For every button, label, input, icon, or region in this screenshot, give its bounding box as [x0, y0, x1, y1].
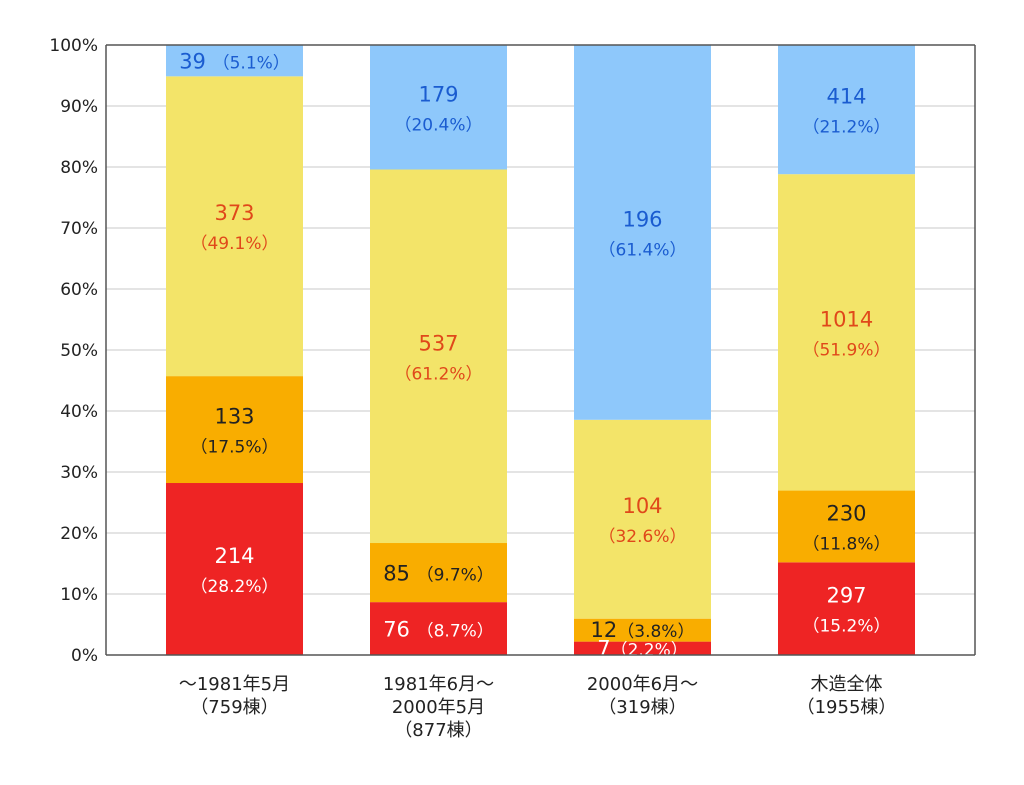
- segment-percent: （49.1%）: [190, 234, 278, 254]
- segment-value: 414: [826, 85, 866, 109]
- segment-value: 39: [179, 50, 212, 74]
- y-tick-label: 30%: [60, 463, 98, 483]
- y-tick-label: 10%: [60, 585, 98, 605]
- segment-label: 76 （8.7%）: [383, 618, 494, 642]
- bar-segment: [574, 641, 711, 655]
- bar-segment: [370, 169, 507, 544]
- y-tick-label: 60%: [60, 280, 98, 300]
- x-category-label: ～1981年5月: [179, 674, 290, 695]
- segment-value: 230: [826, 501, 866, 525]
- segment-value: 1014: [820, 307, 873, 331]
- segment-value: 12: [591, 618, 618, 642]
- bar-segment: [166, 45, 303, 77]
- bar-segment: [778, 174, 915, 491]
- segment-percent: （15.2%）: [802, 617, 890, 637]
- segment-percent: （17.5%）: [190, 438, 278, 458]
- segment-percent: （51.9%）: [802, 340, 890, 360]
- bars: [166, 45, 915, 655]
- segment-value: 297: [826, 584, 866, 608]
- segment-percent: （28.2%）: [190, 577, 278, 597]
- x-category-label: （759棟）: [190, 697, 278, 718]
- x-category-label: （1955棟）: [797, 697, 897, 718]
- x-axis-categories: ～1981年5月（759棟） 1981年6月～2000年5月（877棟） 2000年…: [179, 674, 897, 741]
- segment-label: 85 （9.7%）: [383, 562, 494, 586]
- segment-percent: （9.7%）: [417, 566, 494, 586]
- x-category-label: 木造全体: [811, 674, 883, 695]
- y-axis-ticks: 0% 10% 20% 30% 40% 50% 60% 70% 80% 90% 100%: [49, 36, 98, 666]
- bar-segment: [370, 45, 507, 170]
- bar-segment: [574, 618, 711, 642]
- bar-segment: [370, 543, 507, 603]
- segment-percent: （5.1%）: [213, 54, 290, 74]
- bar-segment: [574, 45, 711, 420]
- x-category-label: （319棟）: [598, 697, 686, 718]
- x-category-label: （877棟）: [394, 720, 482, 741]
- segment-percent: （11.8%）: [802, 534, 890, 554]
- segment-value: 104: [622, 494, 662, 518]
- x-category-label: 2000年6月～: [587, 674, 698, 695]
- y-tick-label: 0%: [71, 646, 98, 666]
- y-tick-label: 80%: [60, 158, 98, 178]
- segment-value: 179: [418, 82, 458, 106]
- segment-value: 76: [383, 618, 416, 642]
- bar-segment: [166, 376, 303, 484]
- segment-value: 214: [214, 544, 254, 568]
- y-tick-label: 50%: [60, 341, 98, 361]
- segment-percent: （3.8%）: [617, 622, 694, 642]
- bar-segment: [778, 45, 915, 175]
- y-tick-label: 70%: [60, 219, 98, 239]
- axes: [105, 44, 976, 656]
- segment-value: 537: [418, 331, 458, 355]
- bar-segment: [370, 602, 507, 655]
- segment-value: 373: [214, 201, 254, 225]
- segment-percent: （61.2%）: [394, 364, 482, 384]
- y-tick-label: 20%: [60, 524, 98, 544]
- segment-percent: （2.2%）: [611, 640, 688, 660]
- bar-segment: [574, 419, 711, 619]
- y-tick-label: 40%: [60, 402, 98, 422]
- segment-label: 39 （5.1%）: [179, 50, 290, 74]
- bar-segment: [778, 490, 915, 563]
- bar-segment: [778, 562, 915, 655]
- bar-segment: [166, 76, 303, 377]
- y-tick-label: 100%: [49, 36, 98, 56]
- segment-percent: （61.4%）: [598, 240, 686, 260]
- segment-value: 133: [214, 405, 254, 429]
- segment-value: 85: [383, 562, 416, 586]
- segment-percent: （21.2%）: [802, 118, 890, 138]
- segment-value: 196: [622, 207, 662, 231]
- segment-percent: （20.4%）: [394, 115, 482, 135]
- segment-percent: （32.6%）: [598, 527, 686, 547]
- x-category-label: 1981年6月～: [383, 674, 494, 695]
- segment-label: 12（3.8%）: [591, 618, 695, 642]
- bar-labels: 214 （28.2%） 133 （17.5%） 373 （49.1%） 39 （5.1%） 7…: [179, 50, 890, 661]
- bar-segment: [166, 483, 303, 655]
- segment-percent: （8.7%）: [417, 622, 494, 642]
- x-category-label: 2000年5月: [392, 697, 485, 718]
- y-tick-label: 90%: [60, 97, 98, 117]
